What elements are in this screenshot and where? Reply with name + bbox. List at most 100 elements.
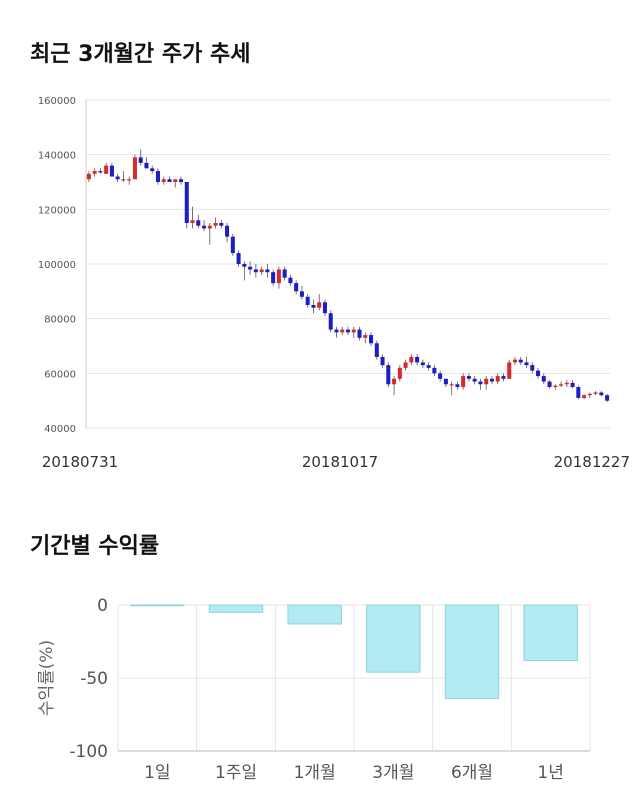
candle-body [259, 269, 264, 273]
return-bar [444, 604, 500, 699]
candle-body [173, 179, 178, 182]
candle-body [345, 329, 351, 333]
candle-body [397, 367, 402, 379]
candle-body [121, 179, 126, 181]
stock-trend-title: 최근 3개월간 주가 추세 [30, 42, 251, 67]
y-tick-label: -100 [69, 742, 108, 762]
candle-body [317, 302, 322, 308]
candle-body [311, 305, 316, 308]
candle-body [449, 384, 454, 386]
candle-body [167, 179, 172, 182]
candle-body [132, 157, 137, 180]
candle-body [178, 179, 184, 182]
candle-body [248, 266, 253, 270]
candlestick-chart: 40000 60000 80000 100000 120000 140000 160000 2… [38, 96, 630, 471]
candle-body [478, 381, 483, 385]
candle-body [294, 283, 299, 292]
candle-body [570, 382, 575, 387]
y-tick-label: 100000 [38, 260, 76, 271]
candle-body [144, 162, 149, 169]
candle-body [512, 359, 518, 363]
candle-body [420, 362, 425, 366]
candle-body [599, 392, 604, 396]
x-tick-label: 1일 [144, 763, 170, 783]
return-bar [366, 604, 421, 673]
candle-body [386, 365, 391, 385]
candle-body [184, 182, 189, 223]
y-tick-label: 80000 [44, 315, 76, 326]
candle-body [415, 356, 420, 363]
candle-body [432, 367, 437, 374]
candle-body [253, 269, 258, 273]
candle-body [265, 269, 270, 273]
x-tick-label: 20181227 [554, 453, 630, 471]
candle-body [536, 370, 541, 377]
candle-body [98, 171, 103, 173]
y-axis-label: 수익률(%) [37, 640, 57, 716]
candle-body [392, 378, 397, 385]
candle-body [322, 302, 327, 314]
candle-body [501, 376, 506, 379]
candle-body [547, 381, 552, 387]
returns-bar-chart: 0 -50 -100 1일 1주일 1개월 3개월 6개월 1년 수익률(%) [37, 596, 591, 783]
candle-body [593, 392, 598, 394]
candle-body [605, 395, 610, 401]
candle-body [553, 385, 558, 387]
x-tick-label: 3개월 [372, 763, 414, 783]
y-tick-label: 0 [97, 596, 108, 616]
candle-body [564, 382, 569, 385]
candle-body [127, 179, 132, 181]
candle-body [115, 176, 120, 180]
candle-body [299, 291, 304, 297]
candle-body [518, 359, 523, 363]
candle-body [236, 253, 241, 264]
return-bar [208, 604, 264, 613]
candle-body [282, 269, 287, 278]
y-tick-label: 140000 [38, 151, 76, 162]
return-bar [130, 604, 185, 607]
candle-body [507, 362, 512, 379]
candle-body [109, 165, 114, 177]
candle-body [484, 378, 489, 385]
candle-body [357, 329, 362, 338]
candle-body [438, 373, 443, 379]
x-tick-label: 1주일 [215, 763, 257, 783]
y-tick-label: 120000 [38, 205, 76, 216]
y-tick-label: 60000 [44, 369, 76, 380]
x-tick-label: 1개월 [294, 763, 336, 783]
candle-body [207, 225, 212, 229]
candle-body [92, 171, 97, 174]
candle-body [150, 168, 155, 172]
y-tick-label: 40000 [44, 424, 76, 435]
candle-body [403, 362, 408, 368]
candle-body [334, 329, 339, 333]
candle-body [559, 384, 564, 386]
return-bar [523, 604, 578, 661]
candle-body [369, 335, 374, 344]
return-bar [287, 604, 342, 625]
candle-body [374, 343, 379, 357]
y-tick-label: 160000 [38, 96, 76, 107]
candle-body [242, 264, 247, 267]
candle-body [530, 365, 535, 371]
x-tick-label: 20181017 [302, 453, 378, 471]
candle-body [328, 313, 333, 330]
candle-body [426, 365, 431, 368]
candle-body [587, 393, 592, 396]
candle-body [271, 272, 276, 284]
candle-body [230, 236, 235, 254]
candle-body [461, 376, 466, 387]
candle-body [443, 378, 448, 385]
candle-body [225, 225, 230, 237]
x-tick-label: 20180731 [42, 453, 118, 471]
candle-body [455, 384, 460, 387]
candle-body [409, 356, 414, 363]
candle-body [288, 277, 293, 284]
candle-body [472, 378, 477, 382]
candle-body [340, 329, 345, 333]
candle-body [202, 225, 207, 229]
candle-body [466, 376, 471, 379]
candle-body [155, 171, 160, 182]
candle-body [86, 173, 91, 180]
returns-title: 기간별 수익률 [30, 534, 160, 559]
